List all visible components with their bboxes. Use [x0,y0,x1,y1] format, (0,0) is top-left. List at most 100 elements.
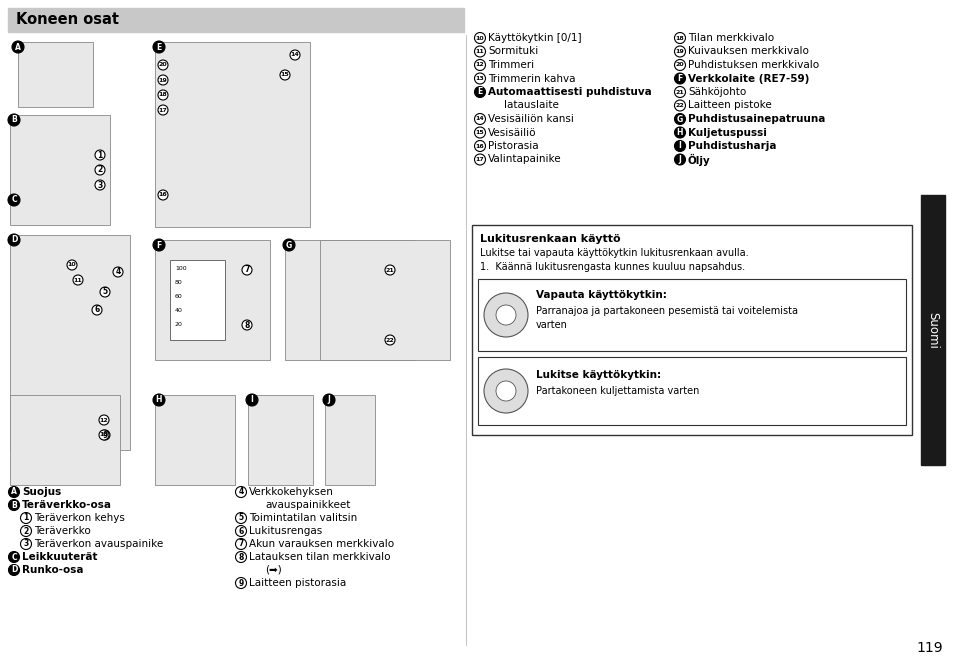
Bar [319,240,450,360]
Text: Teräverkko-osa: Teräverkko-osa [22,500,112,510]
Text: Parranajoa ja partakoneen pesemistä tai voitelemista: Parranajoa ja partakoneen pesemistä tai … [536,306,797,316]
Circle shape [20,513,31,523]
Circle shape [235,552,246,562]
Circle shape [496,305,516,325]
Text: F: F [156,240,161,250]
Text: I: I [678,142,680,150]
Text: 119: 119 [915,641,942,655]
Circle shape [474,87,485,97]
Circle shape [674,46,685,57]
Bar [477,279,905,351]
Text: Sormituki: Sormituki [488,46,537,56]
Circle shape [674,100,685,111]
Text: Vesisäiliön kansi: Vesisäiliön kansi [488,114,574,124]
Text: Automaattisesti puhdistuva: Automaattisesti puhdistuva [488,87,651,97]
Circle shape [20,525,31,537]
Bar [10,235,130,450]
Circle shape [674,60,685,70]
Circle shape [158,105,168,115]
Bar [920,195,944,465]
Text: Lukitse käyttökytkin:: Lukitse käyttökytkin: [536,370,660,380]
Bar [18,42,92,107]
Text: Leikkuuterät: Leikkuuterät [22,552,97,562]
Text: C: C [11,195,17,205]
Text: 3: 3 [97,180,103,189]
Circle shape [474,73,485,84]
Text: Vesisäiliö: Vesisäiliö [488,127,536,138]
Text: 4: 4 [238,488,243,497]
Text: J: J [327,395,330,405]
Text: Lukitusrengas: Lukitusrengas [249,526,322,536]
Circle shape [95,150,105,160]
Circle shape [246,394,257,406]
Circle shape [483,369,527,413]
Text: C: C [11,552,17,562]
Text: Käyttökytkin [0/1]: Käyttökytkin [0/1] [488,33,581,43]
Circle shape [674,32,685,44]
Text: A: A [15,42,21,52]
Circle shape [674,113,685,125]
Text: 20: 20 [174,321,183,327]
Text: Teräverkko: Teräverkko [34,526,91,536]
Text: Lukitse tai vapauta käyttökytkin lukitusrenkaan avulla.: Lukitse tai vapauta käyttökytkin lukitus… [479,248,748,258]
Circle shape [474,113,485,125]
Text: 17: 17 [158,107,167,113]
Text: Toimintatilan valitsin: Toimintatilan valitsin [249,513,356,523]
Text: J: J [678,155,680,164]
Text: 3: 3 [24,539,29,548]
Bar [10,395,120,485]
Text: Kuljetuspussi: Kuljetuspussi [687,127,766,138]
Text: 22: 22 [385,338,394,342]
Circle shape [8,114,20,126]
Text: 6: 6 [94,305,99,315]
Circle shape [283,239,294,251]
Text: H: H [676,128,682,137]
Text: 9: 9 [238,578,243,588]
Circle shape [158,75,168,85]
Text: A: A [11,488,17,497]
Text: 19: 19 [675,49,683,54]
Circle shape [235,525,246,537]
Circle shape [385,265,395,275]
Text: Suojus: Suojus [22,487,61,497]
Text: Pistorasia: Pistorasia [488,141,538,151]
Circle shape [99,430,109,440]
Circle shape [112,267,123,277]
Circle shape [67,260,77,270]
Text: 100: 100 [174,266,187,270]
Circle shape [9,486,19,497]
Circle shape [290,50,299,60]
Text: 6: 6 [238,527,243,535]
Text: latauslaite: latauslaite [503,101,558,111]
Text: Lukitusrenkaan käyttö: Lukitusrenkaan käyttö [479,234,620,244]
Text: 5: 5 [102,287,108,297]
Circle shape [674,73,685,84]
Circle shape [152,239,165,251]
Circle shape [12,41,24,53]
Circle shape [474,46,485,57]
Circle shape [674,127,685,138]
Text: 14: 14 [476,117,484,121]
Text: Trimmerin kahva: Trimmerin kahva [488,74,575,83]
Circle shape [99,415,109,425]
Text: Latauksen tilan merkkivalo: Latauksen tilan merkkivalo [249,552,390,562]
Text: 17: 17 [476,157,484,162]
Text: Suomi: Suomi [925,311,939,348]
Text: (➡): (➡) [265,565,281,575]
Text: Laitteen pistoke: Laitteen pistoke [687,101,771,111]
Circle shape [91,305,102,315]
Circle shape [20,539,31,550]
Text: 18: 18 [675,36,683,40]
Text: Koneen osat: Koneen osat [16,13,119,28]
Bar [154,42,310,227]
Bar [8,8,463,32]
Text: Runko-osa: Runko-osa [22,565,84,575]
Circle shape [95,180,105,190]
Text: 21: 21 [385,268,394,272]
Text: 12: 12 [476,62,484,68]
Text: 21: 21 [675,89,683,95]
Circle shape [100,430,110,440]
Text: 14: 14 [291,52,299,58]
Circle shape [9,499,19,511]
Bar [248,395,313,485]
